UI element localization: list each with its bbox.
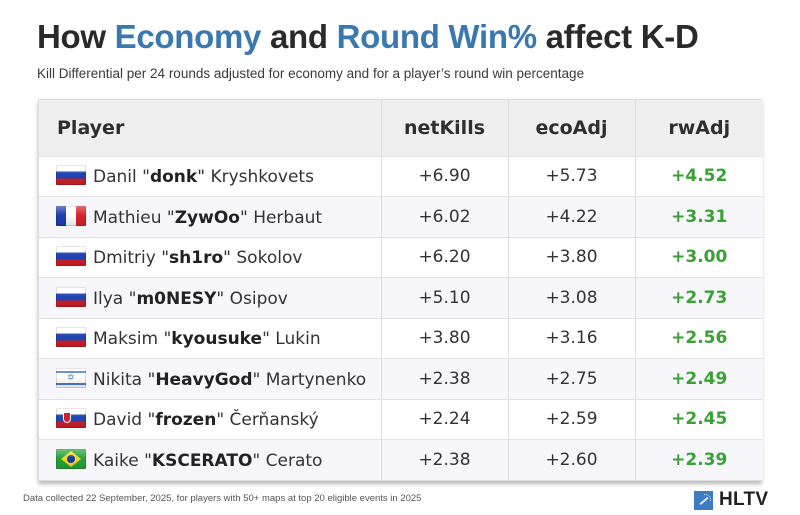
netkills-cell: +6.20: [381, 237, 509, 278]
rwadj-cell: +2.73: [635, 277, 763, 319]
page-title: How Economy and Round Win% affect K-D: [37, 18, 699, 56]
ecoadj-cell: +5.73: [508, 156, 636, 197]
player-first-name: Danil ": [93, 167, 150, 188]
player-nickname: donk: [149, 167, 198, 188]
player-first-name: David ": [93, 410, 156, 431]
netkills-cell: +2.38: [381, 358, 509, 400]
player-last-name: " Sokolov: [223, 248, 303, 269]
player-first-name: Mathieu ": [93, 207, 175, 228]
netkills-cell: +2.24: [381, 399, 509, 440]
player-last-name: " Herbaut: [239, 207, 323, 228]
player-last-name: " Kryshkovets: [197, 167, 314, 188]
table-row: Kaike "KSCERATO" Cerato +2.38 +2.60 +2.3…: [39, 439, 763, 480]
page-subtitle: Kill Differential per 24 rounds adjusted…: [37, 66, 585, 81]
player-nickname: frozen: [155, 410, 217, 431]
table-row: Ilya "m0NESY" Osipov +5.10 +3.08 +2.73: [39, 277, 763, 319]
table-row: ✡ Nikita "HeavyGod" Martynenko +2.38 +2.7…: [39, 358, 763, 400]
player-nickname: KSCERATO: [151, 451, 253, 471]
netkills-cell: +3.80: [381, 318, 509, 359]
title-highlight-round-win: Round Win%: [336, 18, 537, 55]
player-last-name: " Cerato: [252, 451, 323, 471]
table-row: Maksim "kyousuke" Lukin +3.80 +3.16 +2.5…: [39, 318, 763, 359]
title-highlight-economy: Economy: [114, 18, 262, 55]
france-flag-icon: [56, 205, 86, 226]
player-last-name: " Čerňanský: [216, 410, 319, 431]
ecoadj-cell: +2.75: [508, 358, 636, 400]
player-first-name: Ilya ": [93, 288, 137, 309]
title-part: affect K-D: [536, 18, 699, 55]
table-row: Danil "donk" Kryshkovets +6.90 +5.73 +4.…: [39, 156, 763, 197]
player-last-name: " Martynenko: [252, 369, 367, 390]
player-cell: David "frozen" Čerňanský: [39, 399, 382, 440]
player-first-name: Kaike ": [93, 451, 152, 471]
table-row: David "frozen" Čerňanský +2.24 +2.59 +2.…: [39, 399, 763, 440]
hltv-logo-text: HLTV: [719, 489, 769, 510]
player-first-name: Nikita ": [93, 369, 156, 390]
player-first-name: Dmitriy ": [93, 248, 170, 269]
russia-flag-icon: [56, 246, 86, 267]
russia-flag-icon: [56, 165, 86, 186]
netkills-cell: +6.02: [381, 196, 509, 238]
table-header-row: Player netKills ecoAdj rwAdj: [39, 100, 763, 157]
brazil-flag-icon: [56, 449, 86, 469]
column-header-ecoadj: ecoAdj: [508, 100, 636, 157]
player-last-name: " Lukin: [262, 329, 321, 350]
column-header-netkills: netKills: [381, 100, 509, 157]
player-nickname: HeavyGod: [155, 369, 253, 390]
player-last-name: " Osipov: [216, 288, 288, 309]
player-nickname: ZywOo: [174, 207, 240, 228]
hltv-logo: HLTV: [694, 489, 768, 511]
rwadj-cell: +2.56: [635, 318, 763, 359]
slovakia-flag-icon: [56, 408, 86, 429]
column-header-rwadj: rwAdj: [635, 100, 763, 157]
player-first-name: Maksim ": [93, 329, 172, 350]
ecoadj-cell: +4.22: [508, 196, 636, 238]
netkills-cell: +2.38: [381, 439, 509, 480]
netkills-cell: +6.90: [381, 156, 509, 197]
player-nickname: sh1ro: [169, 248, 224, 269]
stats-table-container: Player netKills ecoAdj rwAdj Danil "donk…: [38, 99, 763, 481]
rwadj-cell: +2.39: [635, 439, 763, 480]
rwadj-cell: +3.00: [635, 237, 763, 278]
rwadj-cell: +2.45: [635, 399, 763, 440]
netkills-cell: +5.10: [381, 277, 509, 319]
player-cell: Maksim "kyousuke" Lukin: [39, 318, 382, 359]
player-nickname: m0NESY: [136, 288, 217, 309]
rwadj-cell: +4.52: [635, 156, 763, 197]
player-cell: Danil "donk" Kryshkovets: [39, 156, 382, 197]
ecoadj-cell: +3.80: [508, 237, 636, 278]
column-header-player: Player: [39, 100, 382, 157]
player-nickname: kyousuke: [171, 329, 263, 350]
israel-flag-icon: ✡: [56, 367, 86, 388]
ecoadj-cell: +3.08: [508, 277, 636, 319]
ecoadj-cell: +3.16: [508, 318, 636, 359]
player-cell: Kaike "KSCERATO" Cerato: [39, 439, 382, 480]
player-cell: Dmitriy "sh1ro" Sokolov: [39, 237, 382, 278]
ecoadj-cell: +2.60: [508, 439, 636, 480]
rwadj-cell: +2.49: [635, 358, 763, 400]
stats-table: Player netKills ecoAdj rwAdj Danil "donk…: [39, 100, 763, 480]
title-part: How: [37, 18, 115, 55]
player-cell: Mathieu "ZywOo" Herbaut: [39, 196, 382, 238]
rwadj-cell: +3.31: [635, 196, 763, 238]
russia-flag-icon: [56, 327, 86, 348]
player-cell: Ilya "m0NESY" Osipov: [39, 277, 382, 319]
player-cell: ✡ Nikita "HeavyGod" Martynenko: [39, 358, 382, 400]
hltv-logo-icon: [694, 490, 713, 510]
data-source-note: Data collected 22 September, 2025, for p…: [23, 493, 422, 504]
title-part: and: [261, 18, 337, 55]
russia-flag-icon: [56, 286, 86, 307]
table-row: Dmitriy "sh1ro" Sokolov +6.20 +3.80 +3.0…: [39, 237, 763, 278]
ecoadj-cell: +2.59: [508, 399, 636, 440]
table-row: Mathieu "ZywOo" Herbaut +6.02 +4.22 +3.3…: [39, 196, 763, 238]
